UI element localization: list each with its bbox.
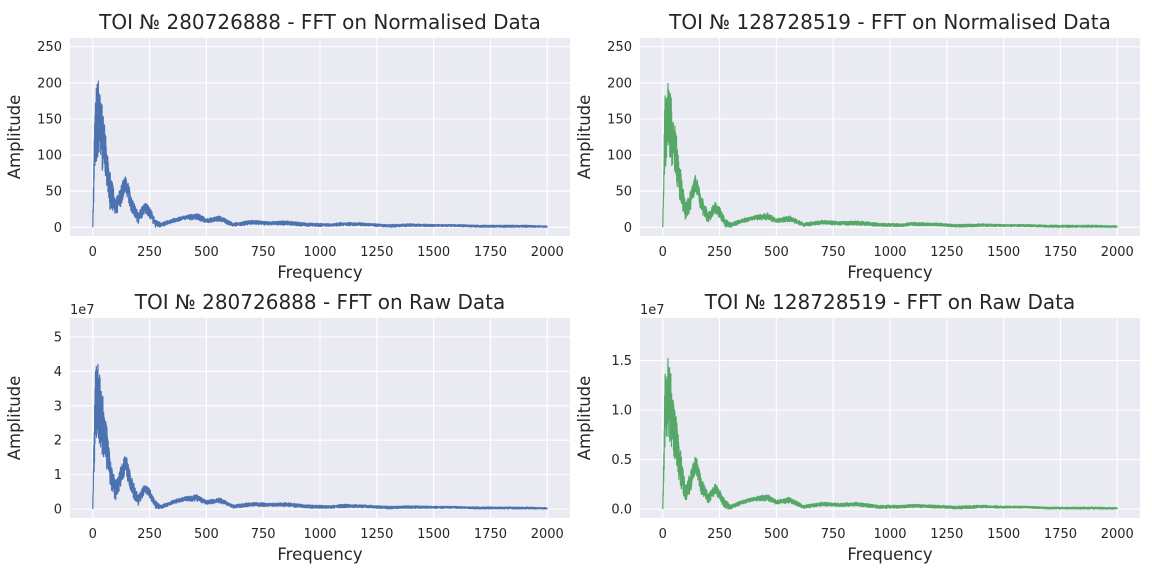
- y-tick-label: 0: [54, 503, 62, 518]
- x-tick-label: 0: [659, 527, 667, 542]
- x-tick-label: 0: [89, 527, 97, 542]
- y-tick-label: 200: [37, 76, 62, 91]
- x-tick-label: 1250: [360, 527, 393, 542]
- x-axis-label: Frequency: [277, 545, 362, 564]
- x-tick-label: 2000: [1101, 245, 1134, 260]
- chart-title: TOI № 280726888 - FFT on Normalised Data: [98, 10, 541, 34]
- x-tick-label: 0: [89, 245, 97, 260]
- series-line: [92, 363, 548, 510]
- y-axis-label: Amplitude: [5, 95, 24, 180]
- y-tick-label: 5: [54, 330, 62, 345]
- y-tick-label: 1.5: [611, 354, 632, 369]
- x-tick-label: 500: [194, 245, 219, 260]
- y-tick-label: 2: [54, 434, 62, 449]
- y-tick-label: 250: [607, 40, 632, 55]
- x-tick-label: 0: [659, 245, 667, 260]
- y-tick-label: 4: [54, 365, 62, 380]
- x-tick-label: 1000: [303, 527, 336, 542]
- x-tick-label: 1750: [474, 245, 507, 260]
- x-tick-label: 1750: [474, 527, 507, 542]
- y-offset-label: 1e7: [70, 303, 95, 318]
- y-tick-label: 0.5: [611, 453, 632, 468]
- chart-panel-4: 0 250 500 750 1000 1250 1500 1750 2000 0.0 0.5 1.0 1…: [575, 290, 1140, 564]
- chart-title: TOI № 128728519 - FFT on Normalised Data: [668, 10, 1111, 34]
- x-tick-label: 750: [821, 245, 846, 260]
- y-tick-label: 50: [615, 185, 632, 200]
- series-line: [662, 358, 1118, 510]
- x-tick-label: 750: [251, 245, 276, 260]
- y-tick-label: 1: [54, 468, 62, 483]
- y-axis-label: Amplitude: [575, 376, 594, 461]
- chart-title: TOI № 280726888 - FFT on Raw Data: [134, 290, 506, 314]
- x-tick-label: 250: [707, 245, 732, 260]
- x-tick-label: 500: [764, 527, 789, 542]
- x-tick-label: 250: [137, 245, 162, 260]
- x-tick-label: 500: [764, 245, 789, 260]
- y-axis-label: Amplitude: [575, 95, 594, 180]
- chart-panel-3: 0 250 500 750 1000 1250 1500 1750 2000 0 1 2 3 4 5 1e7 T…: [5, 290, 570, 564]
- x-tick-label: 2000: [531, 245, 564, 260]
- chart-panel-1: 0 250 500 750 1000 1250 1500 1750 2000 0 50 100 150 2…: [5, 10, 570, 282]
- chart-title: TOI № 128728519 - FFT on Raw Data: [704, 290, 1076, 314]
- x-tick-label: 2000: [1101, 527, 1134, 542]
- y-tick-label: 250: [37, 40, 62, 55]
- x-tick-label: 1500: [987, 245, 1020, 260]
- x-tick-label: 1000: [873, 527, 906, 542]
- y-tick-label: 0: [54, 221, 62, 236]
- y-tick-label: 0.0: [611, 503, 632, 518]
- y-tick-label: 100: [607, 149, 632, 164]
- x-tick-label: 250: [707, 527, 732, 542]
- x-tick-label: 750: [251, 527, 276, 542]
- x-tick-label: 500: [194, 527, 219, 542]
- x-tick-label: 1000: [303, 245, 336, 260]
- chart-panel-2: 0 250 500 750 1000 1250 1500 1750 2000 0 50 100 150 2…: [575, 10, 1140, 282]
- y-tick-label: 50: [45, 185, 62, 200]
- y-tick-label: 200: [607, 76, 632, 91]
- x-tick-label: 1500: [417, 245, 450, 260]
- y-axis-label: Amplitude: [5, 376, 24, 461]
- y-tick-label: 3: [54, 399, 62, 414]
- y-tick-label: 0: [624, 221, 632, 236]
- x-tick-label: 2000: [531, 527, 564, 542]
- x-axis-label: Frequency: [847, 263, 932, 282]
- y-tick-label: 100: [37, 149, 62, 164]
- x-tick-label: 1750: [1044, 527, 1077, 542]
- y-tick-label: 1.0: [611, 404, 632, 419]
- y-tick-label: 150: [37, 112, 62, 127]
- x-tick-label: 750: [821, 527, 846, 542]
- x-tick-label: 1250: [930, 527, 963, 542]
- x-tick-label: 1500: [417, 527, 450, 542]
- x-tick-label: 1000: [873, 245, 906, 260]
- x-tick-label: 1250: [360, 245, 393, 260]
- x-tick-label: 1500: [987, 527, 1020, 542]
- x-tick-label: 1750: [1044, 245, 1077, 260]
- y-tick-label: 150: [607, 112, 632, 127]
- x-axis-label: Frequency: [847, 545, 932, 564]
- series-line: [662, 82, 1118, 228]
- x-axis-label: Frequency: [277, 263, 362, 282]
- x-tick-label: 1250: [930, 245, 963, 260]
- series-line: [92, 80, 548, 228]
- y-offset-label: 1e7: [640, 303, 665, 318]
- x-tick-label: 250: [137, 527, 162, 542]
